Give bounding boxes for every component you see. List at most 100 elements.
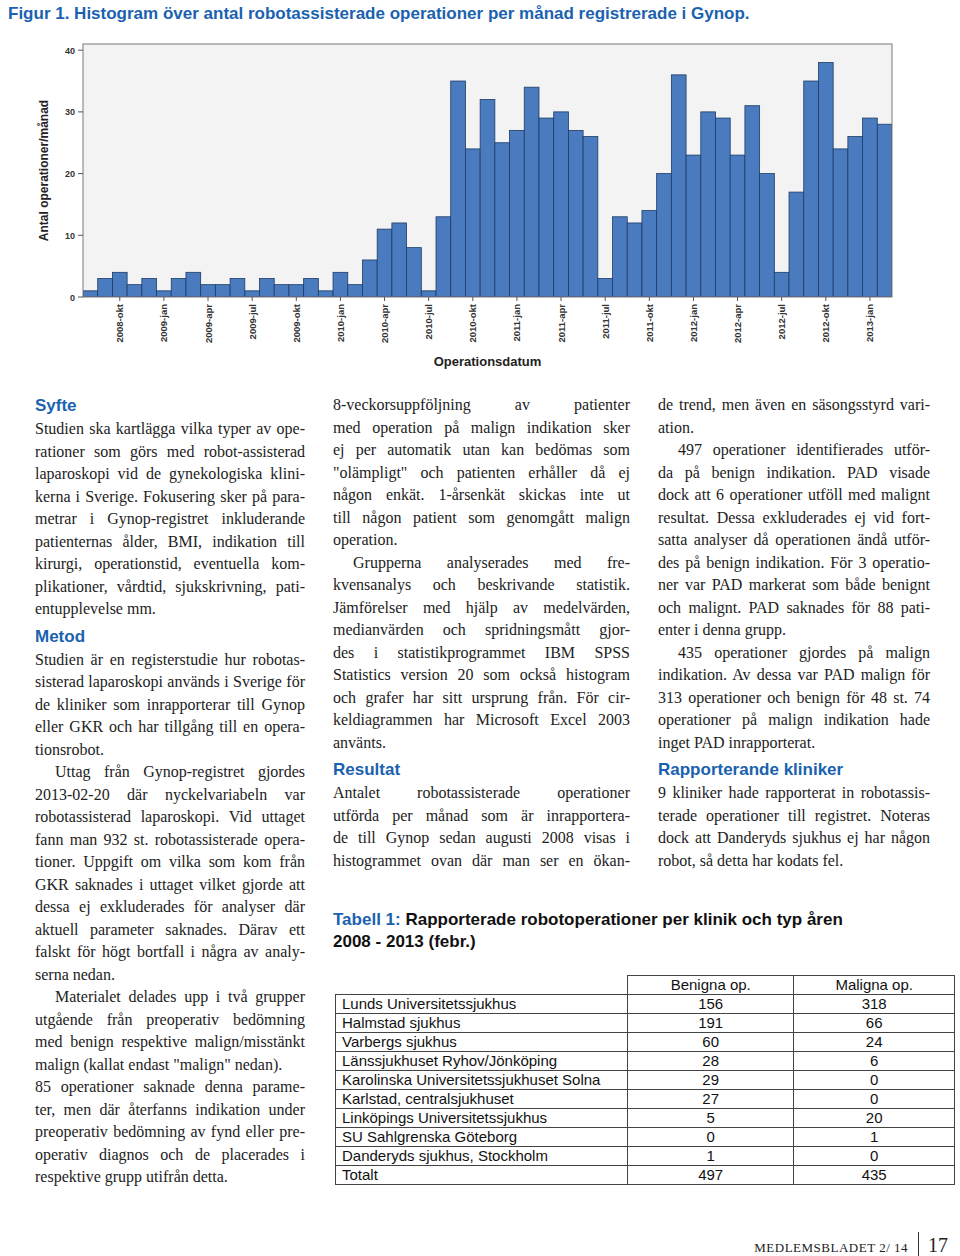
table-label: Tabell 1: [333, 910, 401, 929]
text-line: medianvärden och spridningsmått gjor- [333, 621, 630, 638]
bar [848, 137, 863, 297]
text-column: 8-veckorsuppföljning av patienter med ope… [333, 394, 630, 872]
data-table: Benigna op.Maligna op.Lunds Universitets… [335, 975, 955, 1185]
x-tick-label: 2011-apr [556, 304, 567, 343]
text-line: ej per automatik utan kan bedömas som [333, 441, 630, 458]
text-line-box: använts. [333, 732, 630, 755]
table-row-label: Totalt [336, 1166, 628, 1185]
text-line-box: operation. [333, 529, 630, 552]
bar [627, 223, 642, 297]
text-line-box: des på benign indikation. För 3 operatio… [658, 552, 930, 575]
table-row: Lunds Universitetssjukhus156318 [336, 995, 955, 1014]
y-tick-label: 10 [65, 231, 75, 241]
text-line: entupplevelse mm. [35, 600, 156, 617]
text-line: och malignt. PAD saknades för 88 pati- [658, 599, 930, 616]
bar [760, 174, 775, 297]
bar [362, 260, 377, 297]
bar [686, 155, 701, 297]
y-tick-label: 0 [70, 293, 75, 303]
bar [274, 285, 289, 297]
text-line-box: kirurgi, operationstid, eventuella kom- [35, 553, 305, 576]
bar [465, 149, 480, 297]
table-cell: 66 [794, 1014, 955, 1033]
text-line: satta analyser då operationen ändå utför… [658, 531, 930, 548]
table-row-label: Danderyds sjukhus, Stockholm [336, 1147, 628, 1166]
bar [260, 278, 275, 297]
x-tick [252, 297, 253, 301]
x-tick-label: 2011-okt [644, 303, 655, 342]
text-line-box: Studien är en registerstudie hur robotas… [35, 649, 305, 672]
text-line: robot, så detta har kodats fel. [658, 852, 843, 869]
text-line: eller GKR och har tillgång till en opera… [35, 718, 305, 735]
text-line-box: ation. [658, 417, 930, 440]
table-cell: 0 [794, 1147, 955, 1166]
y-tick-label: 20 [65, 169, 75, 179]
text-line: Studien är en registerstudie hur robotas… [35, 651, 305, 668]
text-line: till någon patient som genomgått malign [333, 509, 630, 526]
text-line: Antalet robotassisterade operationer [333, 784, 630, 801]
text-line: Jämförelser med hjälp av medelvärden, [333, 599, 630, 616]
text-line: dock att 6 operationer utföll med malign… [658, 486, 930, 503]
table-row: Varbergs sjukhus6024 [336, 1033, 955, 1052]
text-line: ation. [658, 419, 694, 436]
text-line: sisterad laparoskopi används i Sverige f… [35, 673, 305, 690]
bar [157, 291, 172, 297]
bar [613, 217, 628, 297]
text-line-box: plikationer, vårdtid, sjukskrivning, pat… [35, 576, 305, 599]
bars [83, 63, 892, 297]
text-line: med benign respektive malign/misstänkt [35, 1033, 305, 1050]
y-tick [78, 235, 83, 236]
text-line: utgående från preoperativ bedömning [35, 1011, 305, 1028]
bar [421, 291, 436, 297]
text-line-box: dock att Danderyds sjukhus ej har någon [658, 827, 930, 850]
bar [215, 285, 230, 297]
text-line-box: dock att 6 operationer utföll med malign… [658, 484, 930, 507]
text-line-box: rationer som görs med robot-assisterad [35, 441, 305, 464]
table-cell: 156 [628, 995, 794, 1014]
table-row-label: Länssjukhuset Ryhov/Jönköping [336, 1052, 628, 1071]
text-line: med operation på malign indikation sker [333, 419, 630, 436]
table-header-cell: Benigna op. [628, 976, 794, 995]
x-tick-label: 2012-jan [688, 304, 699, 342]
x-tick [384, 297, 385, 301]
bar [451, 81, 466, 297]
text-line: 85 operationer saknade denna parame- [35, 1078, 305, 1095]
text-line: serna nedan. [35, 966, 115, 983]
x-tick-label: 2010-okt [467, 303, 478, 342]
text-line: Grupperna analyserades med fre- [353, 554, 630, 571]
text-line: tioner. Uppgift om vilka som kom från [35, 853, 305, 870]
text-line-box: terade operationer till registret. Noter… [658, 805, 930, 828]
table-row: Karlstad, centralsjukhuset270 [336, 1090, 955, 1109]
text-line-box: de kliniker som inrapporterar till Gynop [35, 694, 305, 717]
text-line: histogrammet ovan där man ser en ökan- [333, 852, 630, 869]
table-corner [336, 976, 628, 995]
text-line-box: laparoskopi vid de gynekologiska klini- [35, 463, 305, 486]
section-heading: Syfte [35, 394, 305, 418]
x-tick [428, 297, 429, 301]
text-column: de trend, men även en säsongsstyrd vari-… [658, 394, 930, 872]
text-line-box: fann man 932 st. robotassisterade opera- [35, 829, 305, 852]
text-line: kirurgi, operationstid, eventuella kom- [35, 555, 305, 572]
text-line-box: Antalet robotassisterade operationer [333, 782, 630, 805]
text-line: 8-veckorsuppföljning av patienter [333, 396, 630, 413]
plot-background [83, 44, 892, 297]
text-line-box: malign (kallat endast "malign" nedan). [35, 1054, 305, 1077]
bar [98, 278, 113, 297]
bar [598, 278, 613, 297]
text-line-box: 497 operationer identifierades utför- [658, 439, 930, 462]
table-row-label: Halmstad sjukhus [336, 1014, 628, 1033]
bar [789, 192, 804, 297]
table-row-label: Karlstad, centralsjukhuset [336, 1090, 628, 1109]
text-line-box: någon enkät. 1-årsenkät skickas inte ut [333, 484, 630, 507]
text-line: "olämpligt" och patienten erhåller då ej [333, 464, 630, 481]
y-tick [78, 297, 83, 298]
x-tick [561, 297, 562, 301]
text-line-box: Grupperna analyserades med fre- [333, 552, 630, 575]
x-tick-label: 2009-okt [291, 303, 302, 342]
x-tick-label: 2011-jan [511, 304, 522, 342]
section-heading: Metod [35, 625, 305, 649]
text-line-box: Uttag från Gynop-registret gjordes [35, 761, 305, 784]
histogram-chart: 010203040Antal operationer/månad2008-okt… [0, 0, 960, 380]
table-row: Totalt497435 [336, 1166, 955, 1185]
table-row-label: Lunds Universitetssjukhus [336, 995, 628, 1014]
